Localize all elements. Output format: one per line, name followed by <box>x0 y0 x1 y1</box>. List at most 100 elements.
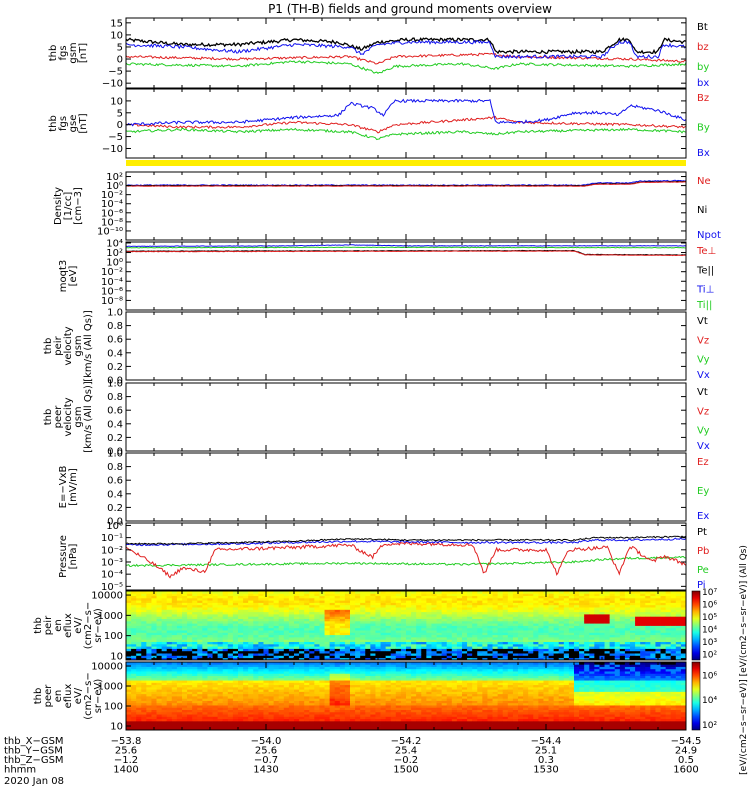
spectrogram-cell <box>670 618 677 622</box>
spectrogram-cell <box>406 604 412 608</box>
spectrogram-cell <box>406 714 412 717</box>
spectrogram-cell <box>431 632 437 636</box>
spectrogram-cell <box>436 593 443 596</box>
spectrogram-cell <box>253 646 259 649</box>
spectrogram-cell <box>558 648 565 652</box>
spectrogram-cell <box>339 696 346 699</box>
spectrogram-cell <box>268 600 275 603</box>
spectrogram-cell <box>151 602 157 606</box>
spectrogram-cell <box>390 671 397 674</box>
spectrogram-cell <box>344 595 351 599</box>
spectrogram-cell <box>304 664 310 667</box>
spectrogram-cell <box>232 630 239 633</box>
spectrogram-cell <box>197 668 203 672</box>
spectrogram-cell <box>344 634 351 638</box>
spectrogram-cell <box>558 620 565 624</box>
spectrogram-cell <box>370 725 376 729</box>
spectrogram-cell <box>238 597 244 601</box>
spectrogram-cell <box>273 682 280 686</box>
spectrogram-cell <box>288 689 295 692</box>
spectrogram-cell <box>456 639 463 642</box>
spectrogram-cell <box>385 637 392 640</box>
spectrogram-cell <box>523 632 529 636</box>
spectrogram-cell <box>187 620 193 624</box>
spectrogram-cell <box>202 639 208 642</box>
spectrogram-cell <box>273 604 280 608</box>
spectrogram-cell <box>451 648 458 652</box>
spectrogram-cell <box>512 641 519 645</box>
spectrogram-cell <box>589 607 595 610</box>
spectrogram-cell <box>609 625 616 629</box>
spectrogram-cell <box>640 600 646 603</box>
spectrogram-cell <box>528 607 534 610</box>
spectrogram-cell <box>385 662 392 665</box>
spectrogram-cell <box>568 657 575 661</box>
spectrogram-cell <box>655 600 661 603</box>
spectrogram-cell <box>263 600 269 603</box>
spectrogram-cell <box>258 597 264 601</box>
spectrogram-cell <box>395 600 402 603</box>
spectrogram-cell <box>243 693 249 697</box>
spectrogram-cell <box>400 664 407 667</box>
spectrogram-cell <box>329 648 336 652</box>
spectrogram-cell <box>635 634 641 638</box>
spectrogram-cell <box>136 604 142 608</box>
spectrogram-cell <box>385 648 392 652</box>
spectrogram-cell <box>441 639 448 642</box>
spectrogram-cell <box>390 723 397 726</box>
spectrogram-cell <box>406 680 412 683</box>
spectrogram-cell <box>131 673 137 676</box>
spectrogram-cell <box>477 625 483 629</box>
spectrogram-cell <box>462 614 468 617</box>
spectrogram-cell <box>558 602 565 606</box>
spectrogram-cell <box>232 702 239 706</box>
spectrogram-cell <box>492 591 499 594</box>
spectrogram-cell <box>421 630 427 633</box>
spectrogram-cell <box>421 602 427 606</box>
spectrogram-cell <box>288 627 295 631</box>
spectrogram-cell <box>350 725 356 729</box>
spectrogram-cell <box>492 620 499 624</box>
spectrogram-cell <box>258 696 264 699</box>
spectrogram-cell <box>563 653 570 656</box>
spectrogram-cell <box>426 604 432 608</box>
spectrogram-cell <box>171 680 178 683</box>
spectrogram-cell <box>411 618 417 622</box>
spectrogram-cell <box>238 689 244 692</box>
spectrogram-cell <box>487 604 493 608</box>
spectrogram-cell <box>563 632 570 636</box>
spectrogram-cell <box>278 627 285 631</box>
spectrogram-cell <box>365 655 371 659</box>
spectrogram-cell <box>390 668 397 672</box>
spectrogram-cell <box>283 673 290 676</box>
spectrogram-cell <box>222 689 229 692</box>
spectrogram-cell <box>630 614 636 617</box>
spectrogram-cell <box>655 618 661 622</box>
spectrogram-cell <box>360 705 366 708</box>
spectrogram-cell <box>309 686 315 690</box>
spectrogram-cell <box>344 609 351 613</box>
spectrogram-cell <box>304 611 310 615</box>
spectrogram-cell <box>197 648 203 652</box>
spectrogram-cell <box>304 595 310 599</box>
spectrogram-cell <box>146 650 152 654</box>
spectrogram-cell <box>171 664 178 667</box>
spectrogram-cell <box>207 689 213 692</box>
spectrogram-cell <box>360 607 366 610</box>
spectrogram-cell <box>655 611 661 615</box>
spectrogram-cell <box>640 623 646 626</box>
spectrogram-cell <box>156 627 163 631</box>
spectrogram-cell <box>136 597 142 601</box>
spectrogram-cell <box>350 632 356 636</box>
spectrogram-cell <box>171 725 178 729</box>
spectrogram-cell <box>278 720 285 724</box>
spectrogram-cell <box>294 614 300 617</box>
spectrogram-cell <box>482 620 488 624</box>
spectrogram-cell <box>202 691 208 695</box>
spectrogram-cell <box>645 620 651 624</box>
spectrogram-cell <box>355 591 361 594</box>
spectrogram-cell <box>227 620 234 624</box>
spectrogram-cell <box>131 639 137 642</box>
spectrogram-cell <box>553 655 560 659</box>
spectrogram-cell <box>380 727 387 731</box>
